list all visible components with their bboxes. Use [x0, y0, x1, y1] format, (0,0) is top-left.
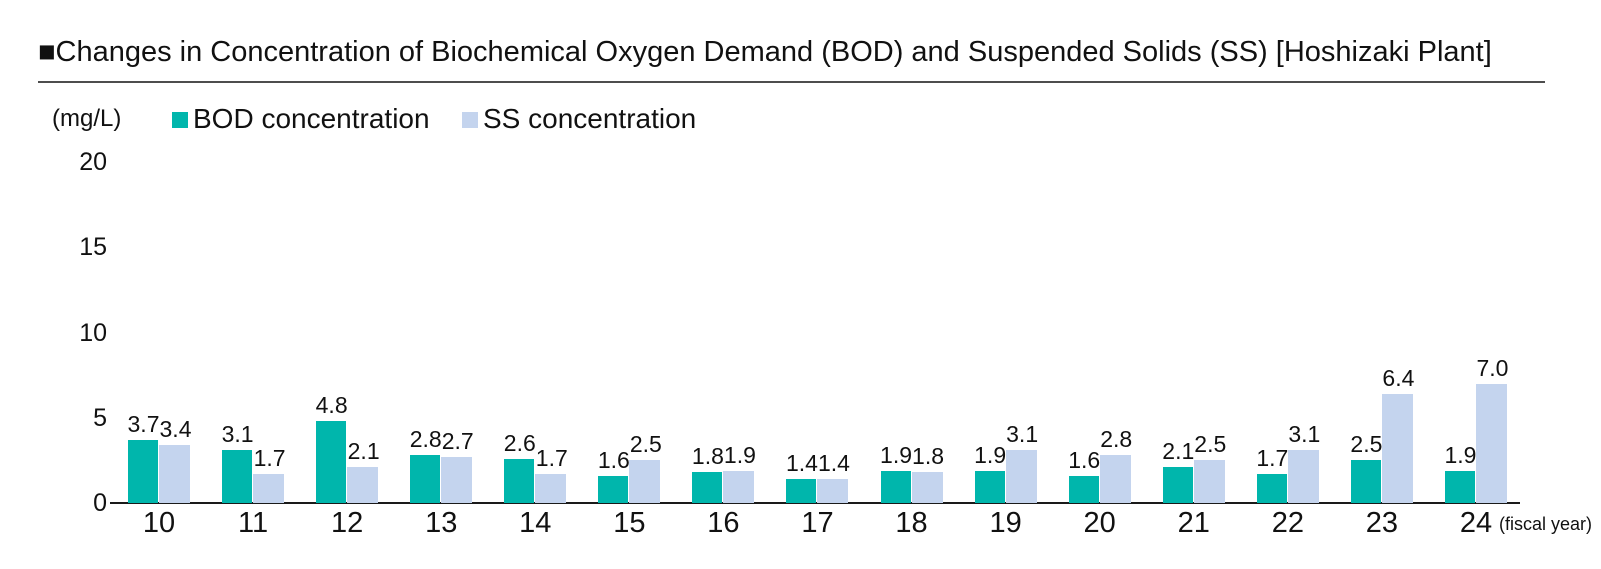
bod-value-label: 1.9	[1444, 442, 1477, 468]
bod-value-label: 1.4	[785, 450, 818, 476]
y-axis-tick-label: 0	[93, 489, 107, 517]
bod-bar	[880, 471, 911, 503]
ss-value-label: 1.7	[253, 445, 286, 471]
ss-bar	[911, 472, 943, 503]
bod-value-label: 1.6	[597, 447, 630, 473]
ss-value-label: 3.4	[159, 416, 192, 442]
bod-value-label: 3.1	[221, 421, 254, 447]
bod-legend-label: BOD concentration	[193, 103, 430, 134]
bod-bar	[316, 421, 347, 503]
x-axis-tick-label: 12	[330, 507, 364, 539]
ss-bar	[441, 457, 473, 503]
bod-bar	[128, 440, 158, 503]
y-axis-tick-label: 5	[93, 403, 107, 432]
bod-value-label: 2.5	[1350, 431, 1383, 457]
bod-value-label: 1.9	[880, 442, 913, 468]
bod-legend-swatch-icon	[172, 112, 188, 129]
x-axis-tick-label: 23	[1365, 507, 1399, 539]
ss-legend-label: SS concentration	[483, 103, 697, 134]
y-axis-tick-label: 20	[79, 148, 107, 176]
x-axis-tick-label: 10	[142, 507, 176, 539]
bod-value-label: 1.7	[1256, 445, 1289, 471]
ss-bar	[629, 460, 661, 503]
ss-bar	[159, 445, 190, 503]
ss-value-label: 1.4	[817, 450, 850, 476]
bod-bar	[786, 479, 817, 503]
x-axis-tick-label: 21	[1177, 507, 1210, 539]
x-axis-tick-label: 11	[238, 507, 269, 539]
bod-value-label: 4.8	[315, 392, 348, 418]
chart-title: ■Changes in Concentration of Biochemical…	[38, 36, 1492, 68]
y-axis-unit-label: (mg/L)	[52, 105, 122, 132]
ss-value-label: 3.1	[1006, 421, 1039, 447]
ss-bar	[817, 479, 849, 503]
bod-bar	[1256, 474, 1287, 503]
bod-value-label: 2.6	[503, 430, 536, 456]
ss-value-label: 1.8	[912, 443, 945, 469]
ss-value-label: 2.7	[441, 428, 474, 454]
legend-item-bod: BOD concentration	[172, 103, 430, 135]
ss-value-label: 2.1	[347, 438, 380, 464]
ss-bar	[1287, 450, 1319, 503]
x-axis-tick-label: 18	[895, 507, 928, 539]
bod-bar	[1350, 460, 1381, 503]
legend-item-ss: SS concentration	[462, 103, 696, 135]
x-axis-tick-label: 13	[425, 507, 458, 539]
x-axis-tick-label: 16	[707, 507, 740, 539]
ss-bar	[1099, 455, 1131, 503]
bod-value-label: 2.8	[409, 426, 442, 452]
bod-bar	[974, 471, 1005, 503]
bod-bar	[410, 455, 441, 503]
bod-bar	[504, 459, 535, 503]
bod-bar	[222, 450, 253, 503]
ss-bar	[1381, 394, 1413, 503]
bod-value-label: 1.9	[974, 442, 1007, 468]
bod-bar	[598, 476, 629, 503]
x-axis-tick-label: 14	[519, 507, 552, 539]
bod-value-label: 1.6	[1068, 447, 1101, 473]
ss-bar	[253, 474, 285, 503]
ss-bar	[347, 467, 379, 503]
ss-bar	[1005, 450, 1037, 503]
bod-value-label: 3.7	[127, 411, 160, 437]
ss-value-label: 6.4	[1382, 365, 1415, 391]
ss-value-label: 7.0	[1476, 355, 1509, 381]
x-axis-tick-label: 22	[1271, 507, 1304, 539]
x-axis-tick-label: 20	[1083, 507, 1116, 539]
ss-legend-swatch-icon	[462, 112, 478, 129]
ss-value-label: 1.7	[535, 445, 568, 471]
title-divider	[38, 81, 1545, 83]
bod-bar	[1068, 476, 1099, 503]
x-axis-line	[110, 502, 1520, 504]
x-axis-tick-label: 24	[1459, 507, 1493, 539]
ss-value-label: 2.5	[1194, 431, 1227, 457]
ss-value-label: 2.8	[1100, 426, 1133, 452]
x-axis-tick-label: 17	[801, 507, 834, 539]
x-axis-note: (fiscal year)	[1499, 514, 1593, 534]
x-axis-tick-label: 15	[613, 507, 646, 539]
bod-bar	[1444, 471, 1475, 503]
y-axis-tick-label: 15	[79, 233, 107, 262]
ss-bar	[1475, 384, 1507, 503]
ss-bar	[723, 471, 755, 503]
ss-value-label: 3.1	[1288, 421, 1321, 447]
ss-value-label: 1.9	[723, 442, 756, 468]
x-axis-tick-label: 19	[989, 507, 1022, 539]
bod-bar	[1162, 467, 1193, 503]
y-axis-tick-label: 10	[79, 318, 107, 347]
ss-value-label: 2.5	[629, 431, 662, 457]
bod-bar	[692, 472, 723, 503]
bod-value-label: 1.8	[691, 443, 724, 469]
bod-value-label: 2.1	[1162, 438, 1195, 464]
ss-bar	[535, 474, 567, 503]
ss-bar	[1193, 460, 1225, 503]
